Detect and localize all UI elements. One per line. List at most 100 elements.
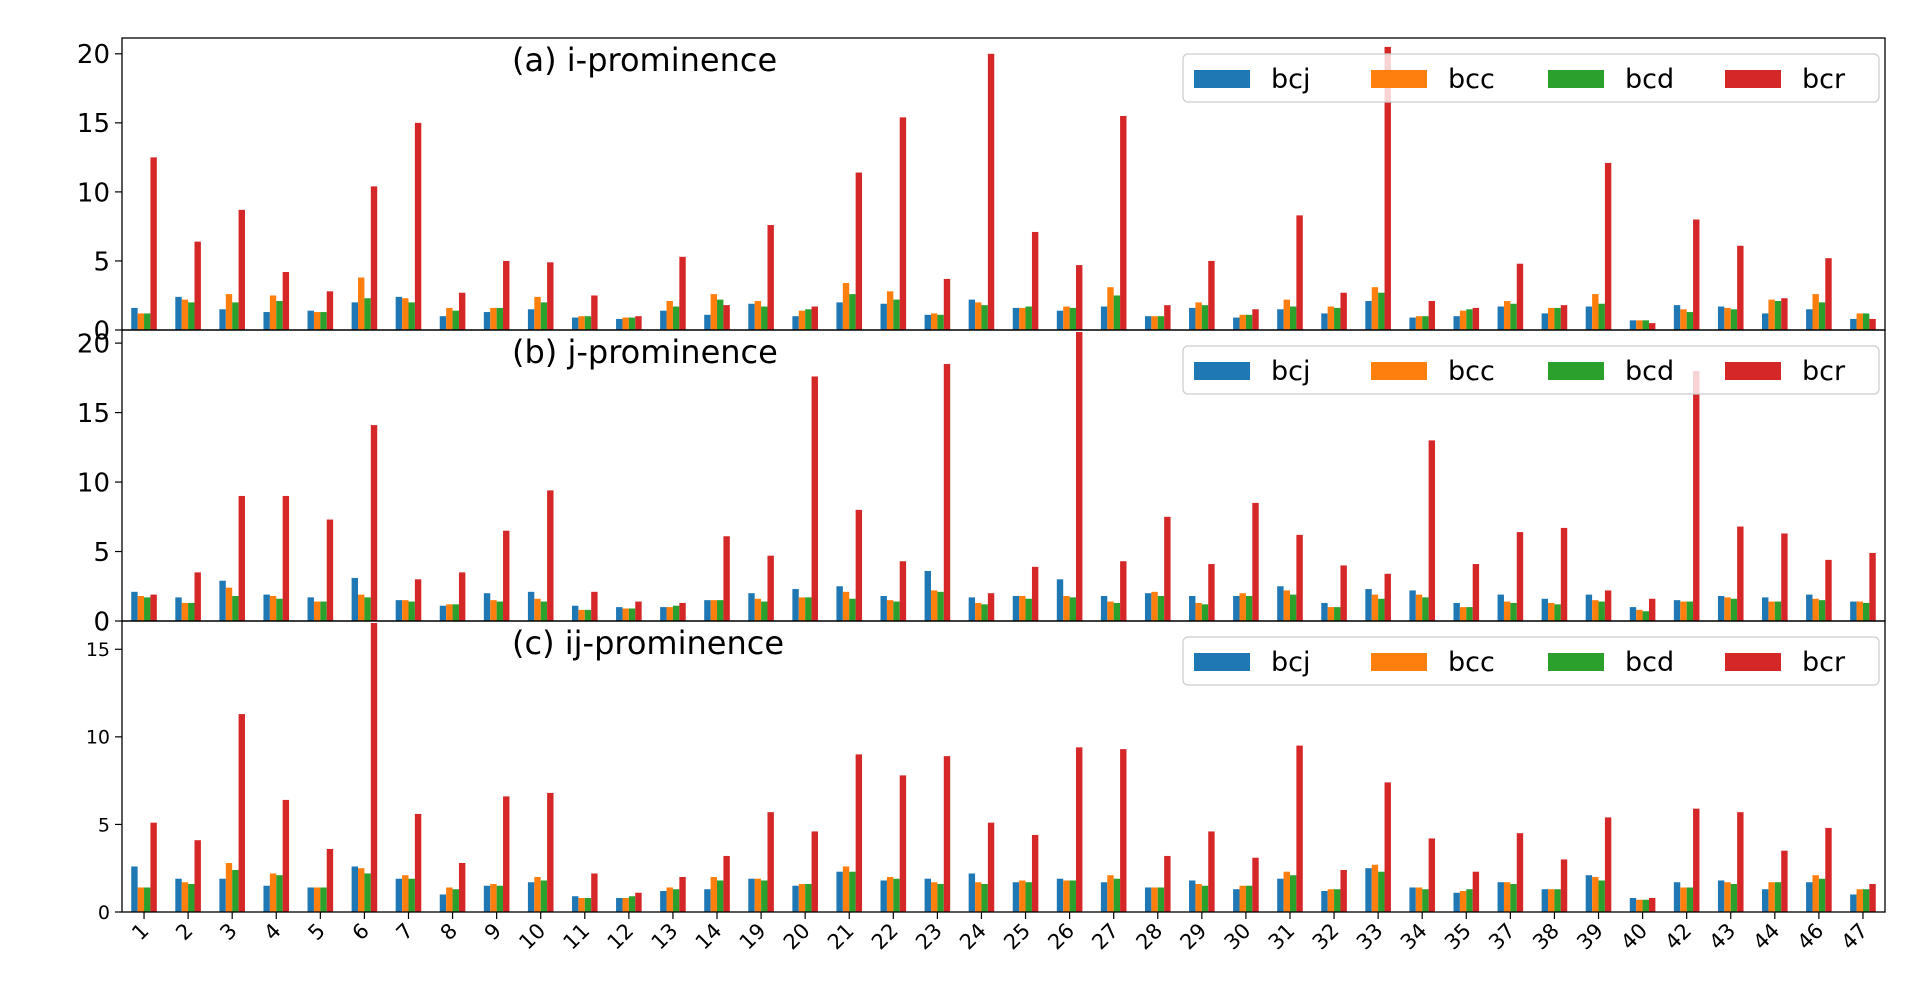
bar-bcc-28 (1151, 316, 1158, 330)
bar-bcj-27 (1100, 595, 1108, 621)
bar-bcr-1 (150, 157, 157, 330)
bar-bcd-14 (717, 299, 724, 330)
bar-bcc-5 (313, 601, 321, 621)
bar-bcr-11 (591, 295, 598, 330)
bar-bcd-3 (232, 869, 239, 912)
bar-bcc-44 (1768, 299, 1775, 330)
bar-bcj-25 (1012, 882, 1020, 912)
bar-bcd-38 (1554, 604, 1561, 621)
bar-bcd-14 (717, 880, 724, 912)
x-tick-label: 19 (735, 919, 771, 955)
bar-bcc-32 (1327, 889, 1335, 912)
bar-bcj-12 (616, 607, 623, 621)
panel-3: 0 5 10 15 bcj bcc bcd bcr (c) ij-prominence (86, 620, 1886, 924)
y-tick-label: 5 (93, 247, 110, 277)
bar-bcr-11 (591, 591, 598, 621)
bar-bcd-19 (761, 306, 768, 330)
bar-bcc-3 (225, 294, 233, 330)
bar-bcc-9 (490, 883, 497, 912)
bar-bcc-1 (137, 887, 145, 912)
bar-bcc-9 (490, 600, 497, 621)
bar-bcr-44 (1781, 298, 1788, 330)
bar-bcj-40 (1629, 320, 1637, 330)
bar-bcd-3 (232, 595, 239, 621)
bar-bcc-12 (622, 608, 629, 621)
bar-bcd-9 (496, 601, 504, 621)
bar-bcr-43 (1737, 245, 1744, 330)
bar-bcj-42 (1673, 600, 1681, 621)
bar-bcd-34 (1422, 597, 1429, 621)
bar-bcc-40 (1636, 609, 1643, 621)
bar-bcc-27 (1107, 601, 1114, 621)
x-tick-label: 32 (1308, 919, 1344, 955)
bar-bcc-20 (798, 310, 806, 330)
bar-bcj-47 (1850, 894, 1857, 912)
bar-bcc-23 (930, 313, 938, 330)
bar-bcc-5 (313, 887, 321, 912)
y-tick-label: 15 (77, 399, 110, 429)
bar-bcj-10 (527, 882, 535, 912)
bar-bcc-12 (622, 317, 629, 330)
bar-bcd-47 (1862, 602, 1870, 621)
bar-bcj-23 (924, 314, 931, 330)
bar-bcr-28 (1164, 855, 1171, 912)
bar-bcr-27 (1120, 749, 1127, 912)
bar-bcd-20 (805, 309, 812, 330)
bar-bcc-42 (1680, 309, 1687, 330)
y-tick-label: 10 (77, 178, 110, 208)
bar-bcc-43 (1724, 597, 1731, 621)
bar-bcd-19 (761, 601, 768, 621)
bar-bcd-12 (628, 317, 636, 330)
bar-bcj-42 (1673, 305, 1681, 330)
bar-bcj-46 (1806, 594, 1813, 621)
legend-swatch-bcc (1371, 653, 1427, 671)
bar-bcc-14 (710, 294, 718, 330)
bar-bcd-37 (1510, 602, 1517, 621)
bar-bcd-24 (981, 305, 988, 330)
bar-bcr-24 (987, 822, 995, 912)
bar-bcc-34 (1415, 316, 1423, 330)
legend-label-bcd: bcd (1625, 356, 1674, 387)
bar-bcr-4 (282, 272, 290, 330)
bar-bcj-1 (131, 866, 138, 912)
legend-swatch-bcd (1548, 70, 1604, 88)
bar-bcj-46 (1806, 309, 1813, 330)
bar-bcc-39 (1592, 876, 1599, 912)
bar-bcr-8 (458, 572, 466, 621)
bar-bcc-24 (975, 302, 982, 330)
bar-bcr-6 (370, 425, 378, 621)
bar-bcj-34 (1409, 317, 1416, 330)
bar-bcc-4 (269, 873, 277, 912)
bar-bcr-10 (547, 262, 554, 330)
bar-bcj-29 (1189, 880, 1196, 912)
bar-bcj-14 (704, 314, 711, 330)
bar-bcr-38 (1560, 859, 1568, 912)
bar-bcj-9 (483, 885, 491, 912)
bar-bcc-38 (1548, 602, 1555, 621)
bar-bcc-35 (1459, 890, 1467, 912)
bar-bcr-31 (1296, 745, 1303, 912)
legend-swatch-bcj (1194, 362, 1250, 380)
bar-bcd-27 (1113, 295, 1121, 330)
bar-bcc-21 (842, 591, 850, 621)
bar-bcc-10 (534, 876, 541, 912)
legend-swatch-bcc (1371, 362, 1427, 380)
bar-bcj-2 (175, 296, 182, 330)
bar-bcr-29 (1208, 260, 1215, 330)
legend: bcj bcc bcd bcr (1182, 345, 1880, 395)
bar-bcj-31 (1277, 309, 1284, 330)
bar-bcr-33 (1384, 46, 1391, 331)
x-tick-label: 29 (1175, 919, 1211, 955)
bar-bcd-26 (1069, 307, 1077, 330)
bar-bcr-7 (414, 122, 422, 330)
x-tick-label: 42 (1660, 919, 1696, 955)
bar-bcc-28 (1151, 887, 1158, 912)
bar-bcj-25 (1012, 595, 1020, 621)
bar-bcd-21 (849, 598, 856, 621)
bar-bcd-22 (893, 601, 900, 621)
bar-bcr-40 (1648, 598, 1656, 621)
bar-bcj-21 (836, 302, 843, 330)
bar-bcc-32 (1327, 306, 1335, 330)
bar-bcj-37 (1497, 306, 1504, 330)
x-tick-label: 34 (1396, 919, 1432, 955)
